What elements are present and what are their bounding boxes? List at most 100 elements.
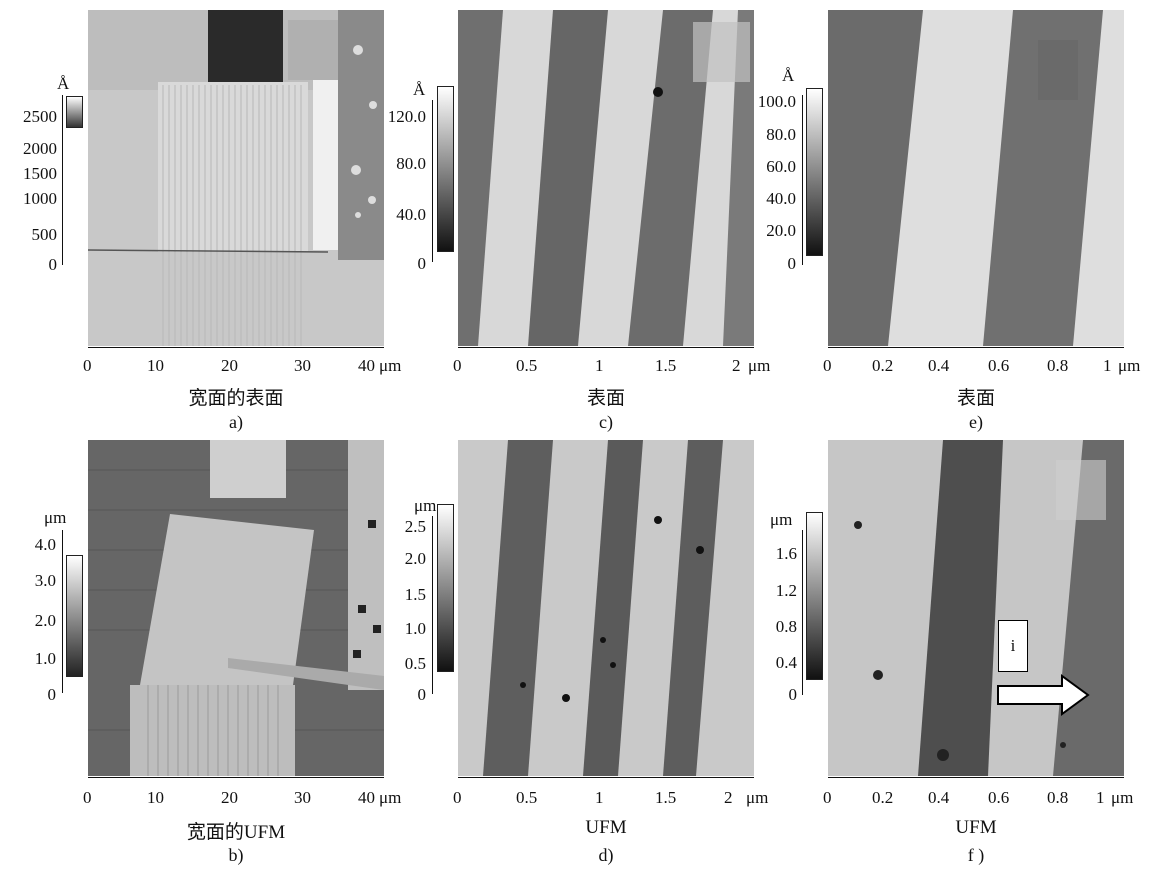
scale-tick-e-5: 20.0 [766, 221, 796, 240]
colorbar-e [806, 88, 823, 256]
label-a: a) [229, 412, 243, 432]
caption-d: UFM [585, 817, 627, 838]
x-unit-c: μm [748, 356, 771, 375]
x-tick-e-1: 0 [823, 356, 832, 375]
scale-unit-a: Å [57, 74, 70, 93]
colorbar-b [66, 555, 83, 677]
x-tick-c-5: 2 [732, 356, 741, 375]
x-tick-e-6: 1 [1103, 356, 1112, 375]
scale-tick-c-2: 80.0 [396, 154, 426, 173]
x-tick-f-1: 0 [823, 788, 832, 807]
x-tick-a-2: 10 [147, 356, 164, 375]
scale-axis-f [802, 530, 803, 695]
x-axis-f [828, 777, 1124, 778]
scale-tick-a-4: 1000 [23, 189, 57, 208]
scale-tick-e-3: 60.0 [766, 157, 796, 176]
x-tick-c-2: 0.5 [516, 356, 538, 375]
x-unit-e: μm [1118, 356, 1141, 375]
ufm-image-d [458, 440, 754, 776]
scale-unit-d: μm [414, 496, 437, 515]
x-tick-e-2: 0.2 [872, 356, 894, 375]
x-unit-f: μm [1111, 788, 1134, 807]
scale-tick-a-1: 2500 [23, 107, 57, 126]
caption-b: 宽面的UFM [186, 822, 286, 843]
scale-tick-b-1: 4.0 [34, 535, 56, 554]
x-tick-d-1: 0 [453, 788, 462, 807]
ufm-image-d-svg [458, 440, 754, 776]
colorbar-d [437, 504, 454, 672]
scale-tick-a-6: 0 [48, 255, 58, 274]
scale-tick-d-1: 2.5 [404, 517, 426, 536]
x-tick-c-3: 1 [595, 356, 604, 375]
scale-axis-c [432, 100, 433, 262]
x-tick-b-4: 30 [294, 788, 311, 807]
afm-image-a-svg [88, 10, 384, 346]
afm-image-c [458, 10, 754, 346]
arrow-right-icon [997, 674, 1090, 716]
colorbar-c [437, 86, 454, 252]
scale-tick-d-4: 1.0 [404, 619, 426, 638]
colorbar-f [806, 512, 823, 680]
x-tick-b-2: 10 [147, 788, 164, 807]
scale-tick-a-5: 500 [31, 225, 58, 244]
x-tick-d-4: 1.5 [655, 788, 677, 807]
scale-tick-d-5: 0.5 [404, 654, 426, 673]
ufm-image-f [828, 440, 1124, 776]
scale-tick-d-6: 0 [417, 685, 427, 704]
ufm-image-f-svg [828, 440, 1124, 776]
x-tick-d-3: 1 [595, 788, 604, 807]
x-tick-d-2: 0.5 [516, 788, 538, 807]
scale-tick-a-3: 1500 [23, 164, 57, 183]
scale-tick-e-4: 40.0 [766, 189, 796, 208]
label-d: d) [598, 845, 614, 865]
x-axis-b [88, 777, 384, 778]
x-axis-e [828, 347, 1124, 348]
x-tick-b-3: 20 [221, 788, 238, 807]
scale-tick-a-2: 2000 [23, 139, 57, 158]
scale-tick-c-1: 120.0 [387, 107, 426, 126]
scale-tick-b-3: 2.0 [34, 611, 56, 630]
x-axis-d [458, 777, 754, 778]
x-tick-c-4: 1.5 [655, 356, 677, 375]
scale-axis-d [432, 516, 433, 694]
scale-tick-b-5: 0 [47, 685, 57, 704]
x-tick-c-1: 0 [453, 356, 462, 375]
scale-tick-f-5: 0 [788, 685, 798, 704]
scale-unit-c: Å [413, 80, 426, 99]
caption-f: UFM [955, 817, 997, 838]
afm-image-e [828, 10, 1124, 346]
scale-tick-e-2: 80.0 [766, 125, 796, 144]
afm-image-e-svg [828, 10, 1124, 346]
x-unit-a: μm [379, 356, 402, 375]
x-tick-f-4: 0.6 [988, 788, 1010, 807]
x-tick-d-5: 2 [724, 788, 733, 807]
scale-tick-e-1: 100.0 [757, 92, 796, 111]
scale-tick-f-2: 1.2 [775, 581, 797, 600]
afm-image-c-svg [458, 10, 754, 346]
x-tick-f-2: 0.2 [872, 788, 894, 807]
scale-tick-f-1: 1.6 [775, 544, 797, 563]
x-tick-f-6: 1 [1096, 788, 1105, 807]
x-tick-b-5: 40 [358, 788, 375, 807]
afm-image-a [88, 10, 384, 346]
scale-tick-b-2: 3.0 [34, 571, 56, 590]
x-tick-e-4: 0.6 [988, 356, 1010, 375]
x-axis-c [458, 347, 754, 348]
x-tick-e-5: 0.8 [1047, 356, 1069, 375]
scale-tick-f-3: 0.8 [775, 617, 797, 636]
scale-tick-c-4: 0 [417, 254, 427, 273]
scale-unit-b: μm [44, 508, 67, 527]
x-tick-e-3: 0.4 [928, 356, 950, 375]
caption-a: 宽面的表面 [188, 388, 284, 409]
scale-tick-f-4: 0.4 [775, 653, 797, 672]
scale-axis-a [62, 95, 63, 265]
caption-c: 表面 [586, 388, 625, 409]
ufm-image-b [88, 440, 384, 776]
scale-axis-e [802, 95, 803, 265]
x-tick-b-1: 0 [83, 788, 92, 807]
x-tick-a-1: 0 [83, 356, 92, 375]
x-tick-f-3: 0.4 [928, 788, 950, 807]
label-e: e) [969, 412, 983, 432]
x-tick-f-5: 0.8 [1047, 788, 1069, 807]
label-b: b) [228, 845, 244, 865]
